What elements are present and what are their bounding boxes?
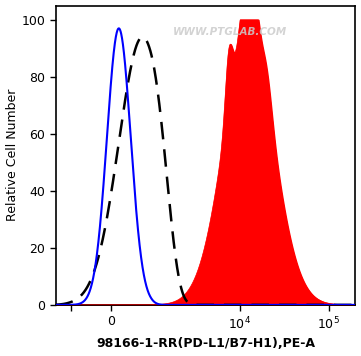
X-axis label: 98166-1-RR(PD-L1/B7-H1),PE-A: 98166-1-RR(PD-L1/B7-H1),PE-A — [96, 337, 315, 350]
Text: WWW.PTGLAB.COM: WWW.PTGLAB.COM — [173, 26, 287, 37]
Y-axis label: Relative Cell Number: Relative Cell Number — [5, 89, 18, 221]
